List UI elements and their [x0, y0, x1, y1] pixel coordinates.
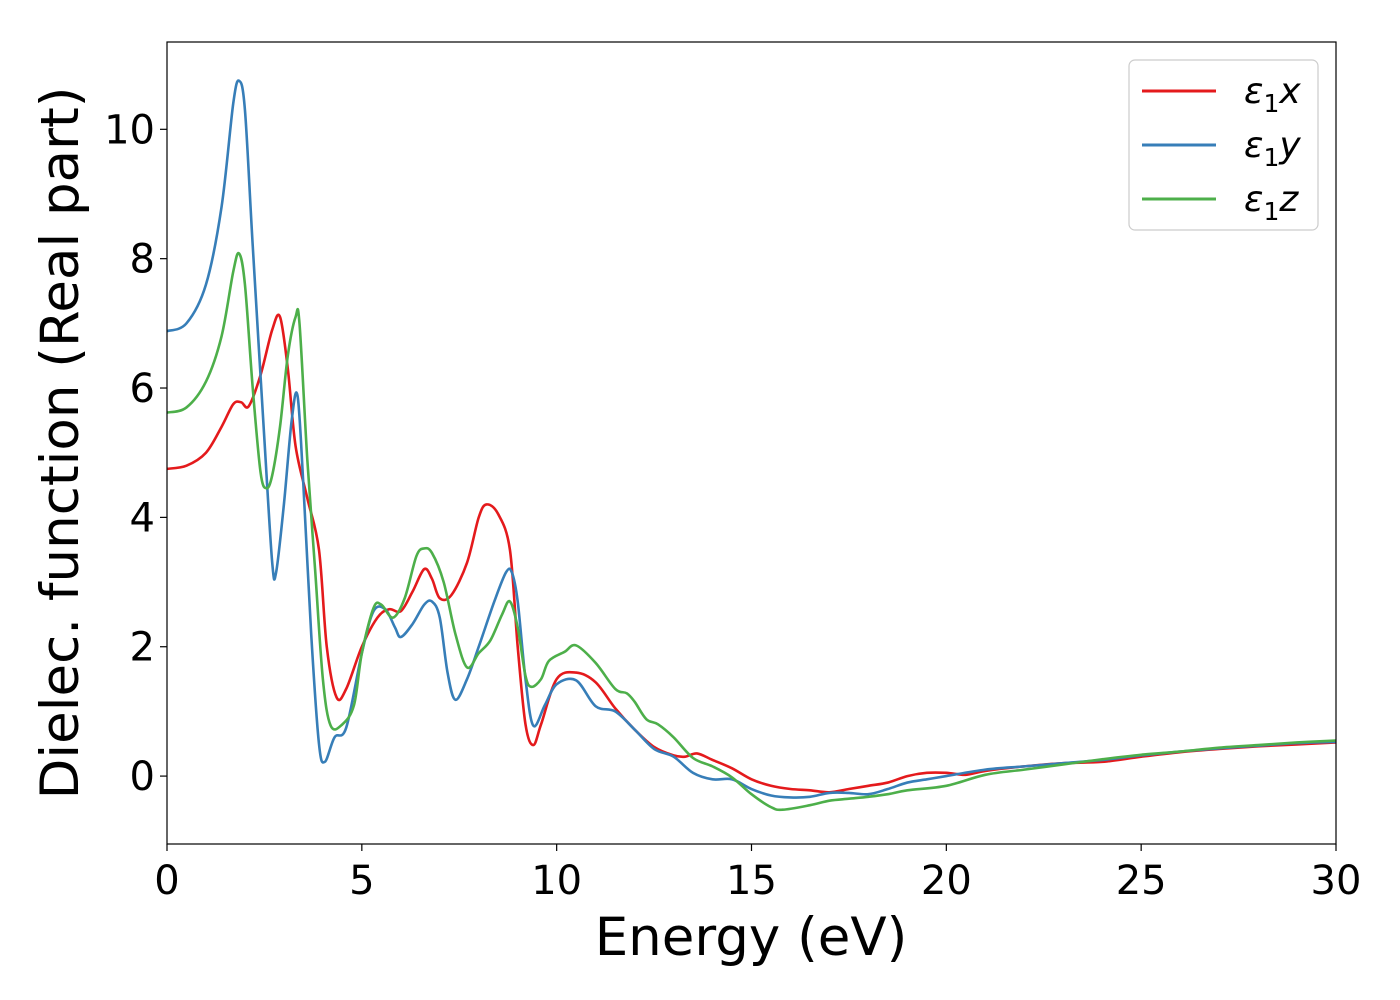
y-tick-label: 4 — [130, 495, 155, 541]
x-axis: 0 5 10 15 20 25 30 — [154, 844, 1361, 904]
legend: ε1x ε1y ε1z — [1128, 59, 1319, 231]
legend-box — [1128, 59, 1319, 231]
x-tick-label: 30 — [1311, 858, 1362, 904]
legend-label-y: ε1y — [1244, 125, 1301, 172]
series-line-y — [167, 79, 1336, 799]
y-tick-label: 2 — [130, 625, 155, 671]
y-tick-label: 10 — [104, 107, 155, 153]
x-tick-label: 5 — [349, 858, 374, 904]
x-tick-label: 0 — [154, 858, 179, 904]
x-tick-label: 15 — [726, 858, 777, 904]
series-line-z — [167, 251, 1336, 812]
y-tick-label: 8 — [130, 237, 155, 283]
legend-label-x: ε1x — [1244, 71, 1301, 118]
series-layer — [167, 79, 1336, 812]
y-axis: 0 2 4 6 8 10 — [104, 107, 167, 800]
x-tick-label: 20 — [921, 858, 972, 904]
y-axis-label: Dielec. function (Real part) — [30, 87, 91, 800]
legend-label-z: ε1z — [1244, 179, 1299, 226]
x-axis-label: Energy (eV) — [595, 907, 908, 968]
series-line-x — [167, 313, 1336, 794]
y-tick-label: 6 — [130, 366, 155, 412]
x-tick-label: 25 — [1116, 858, 1167, 904]
y-tick-label: 0 — [130, 754, 155, 800]
x-tick-label: 10 — [531, 858, 582, 904]
